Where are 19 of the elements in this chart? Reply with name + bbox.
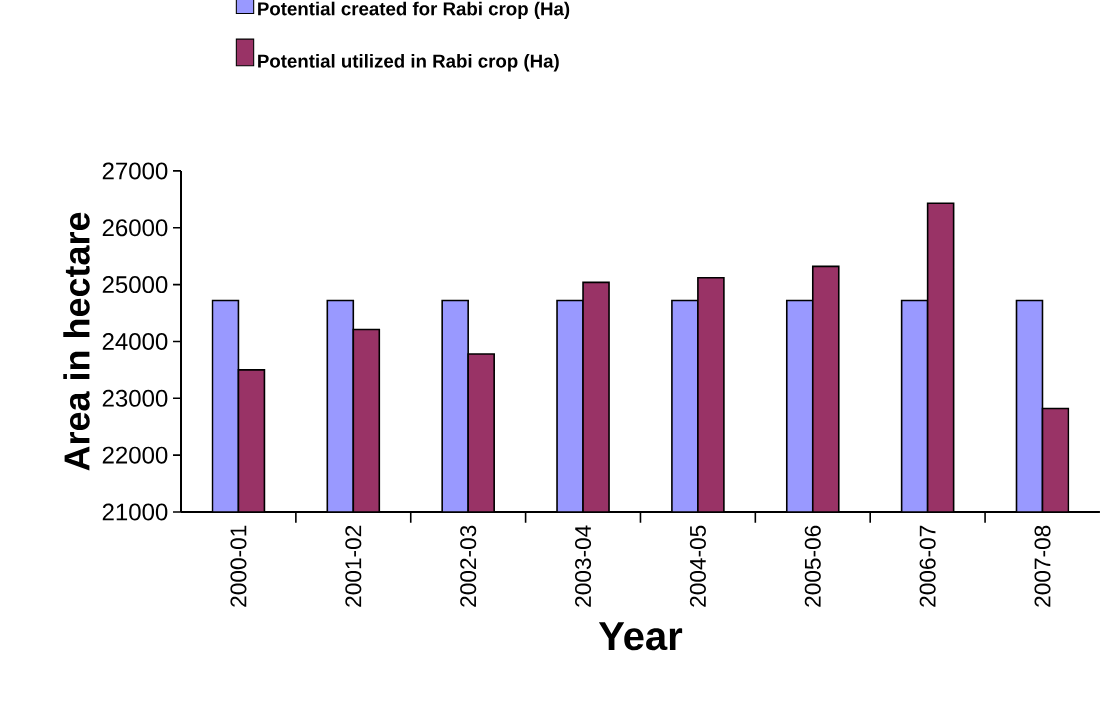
y-axis-title: Area in hectare [63,212,90,471]
y-tick-label: 21000 [102,503,168,521]
x-tick-label: 2002-03 [460,525,477,607]
y-tick-label: 27000 [102,162,168,180]
x-tick-label: 2005-06 [804,525,821,607]
x-tick-label: 2003-04 [575,525,592,607]
legend-label: Potential created for Rabi crop (Ha) [258,1,570,20]
x-tick-label: 2004-05 [689,525,706,607]
legend-label: Potential utilized in Rabi crop (Ha) [258,54,559,72]
x-tick-label: 2001-02 [345,525,362,607]
x-tick-label: 2007-08 [1034,525,1051,607]
x-tick-label: 2000-01 [230,525,247,607]
x-axis-title: Year [598,622,683,651]
y-tick-label: 22000 [102,446,168,464]
y-tick-label: 26000 [102,219,168,237]
y-tick-label: 23000 [102,389,168,407]
x-tick-label: 2006-07 [919,525,936,607]
y-tick-label: 24000 [102,332,168,350]
y-tick-label: 25000 [102,276,168,294]
